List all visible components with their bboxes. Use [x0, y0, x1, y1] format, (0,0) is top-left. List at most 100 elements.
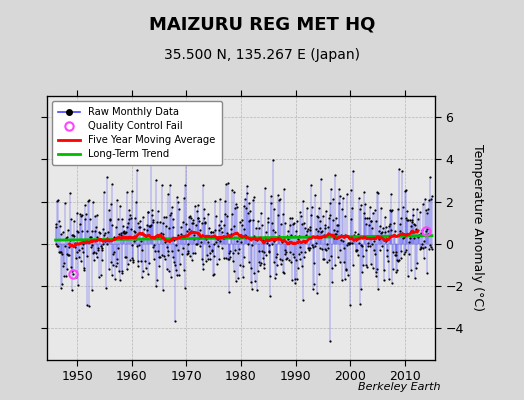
Point [144, 208, 152, 215]
Point [96, 242, 105, 249]
Point [421, 228, 430, 234]
Point [155, 254, 163, 260]
Point [321, 225, 330, 232]
Point [71, 244, 79, 251]
Point [147, 138, 155, 144]
Point [184, 248, 192, 254]
Point [279, 211, 287, 217]
Point [167, 274, 176, 280]
Point [205, 243, 213, 250]
Point [118, 268, 126, 274]
Point [249, 196, 257, 203]
Point [424, 230, 432, 237]
Point [404, 272, 412, 279]
Point [89, 199, 97, 205]
Point [173, 272, 181, 278]
Point [270, 258, 279, 265]
Point [181, 181, 189, 188]
Point [262, 229, 270, 236]
Point [112, 260, 121, 266]
Point [83, 227, 92, 234]
Point [213, 236, 222, 242]
Point [259, 237, 267, 244]
Point [253, 237, 261, 243]
Point [304, 244, 312, 251]
Point [301, 249, 310, 256]
Point [74, 246, 83, 253]
Point [299, 198, 307, 204]
Point [286, 249, 294, 255]
Point [381, 229, 389, 235]
Point [405, 251, 413, 258]
Point [79, 249, 87, 255]
Point [332, 215, 341, 222]
Point [176, 235, 184, 242]
Point [86, 234, 94, 241]
Point [123, 266, 132, 273]
Point [353, 234, 361, 241]
Point [173, 247, 182, 253]
Point [105, 207, 114, 214]
Point [81, 216, 89, 222]
Point [318, 246, 326, 252]
Point [316, 176, 325, 183]
Point [408, 217, 416, 224]
Point [171, 318, 179, 324]
Point [270, 238, 278, 244]
Point [314, 214, 322, 221]
Point [412, 226, 420, 232]
Point [297, 213, 305, 219]
Point [408, 218, 417, 225]
Point [209, 271, 217, 277]
Point [420, 244, 429, 250]
Point [216, 196, 224, 202]
Point [167, 209, 175, 216]
Point [337, 206, 346, 212]
Point [266, 273, 275, 279]
Point [161, 256, 169, 262]
Point [344, 272, 353, 278]
Point [395, 166, 403, 172]
Point [298, 263, 306, 269]
Point [256, 261, 264, 268]
Point [384, 258, 392, 264]
Point [75, 221, 84, 228]
Point [385, 276, 394, 282]
Point [67, 216, 75, 222]
Point [388, 207, 396, 214]
Point [57, 249, 65, 255]
Point [202, 236, 210, 242]
Point [351, 228, 359, 235]
Point [162, 214, 170, 220]
Point [200, 215, 209, 222]
Point [217, 218, 225, 224]
Point [324, 224, 332, 230]
Y-axis label: Temperature Anomaly (°C): Temperature Anomaly (°C) [471, 144, 484, 312]
Point [410, 221, 418, 228]
Point [311, 191, 320, 198]
Point [379, 276, 388, 283]
Point [148, 219, 157, 226]
Point [359, 189, 368, 195]
Point [394, 206, 402, 212]
Point [383, 247, 391, 253]
Text: MAIZURU REG MET HQ: MAIZURU REG MET HQ [149, 16, 375, 34]
Point [423, 210, 432, 216]
Point [400, 234, 408, 240]
Point [352, 248, 360, 254]
Point [290, 254, 298, 260]
Point [168, 248, 176, 254]
Point [163, 248, 172, 254]
Point [348, 240, 356, 247]
Point [428, 246, 436, 252]
Point [95, 229, 103, 235]
Point [136, 224, 145, 230]
Point [403, 217, 411, 223]
Point [247, 279, 255, 286]
Point [308, 204, 316, 210]
Point [92, 234, 101, 240]
Point [110, 249, 118, 255]
Point [287, 232, 296, 238]
Point [165, 225, 173, 232]
Point [51, 224, 60, 231]
